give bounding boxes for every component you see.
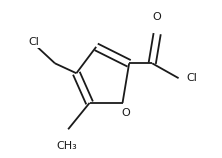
Text: O: O	[121, 108, 130, 118]
Text: O: O	[153, 12, 162, 22]
Text: Cl: Cl	[187, 73, 198, 83]
Text: Cl: Cl	[29, 37, 40, 47]
Text: CH₃: CH₃	[56, 141, 77, 151]
